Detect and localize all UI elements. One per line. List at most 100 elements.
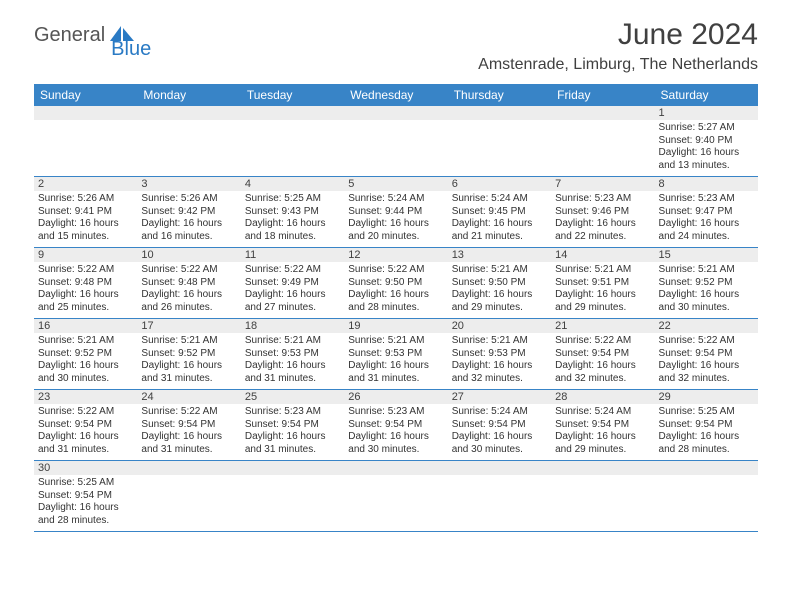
- day-number: 27: [448, 390, 551, 404]
- day-body: Sunrise: 5:21 AMSunset: 9:52 PMDaylight:…: [137, 333, 240, 389]
- week-row: 16Sunrise: 5:21 AMSunset: 9:52 PMDayligh…: [34, 319, 758, 390]
- day-body: Sunrise: 5:22 AMSunset: 9:50 PMDaylight:…: [344, 262, 447, 318]
- day-body: [241, 120, 344, 172]
- day-number: [655, 461, 758, 475]
- calendar-table: SundayMondayTuesdayWednesdayThursdayFrid…: [34, 84, 758, 532]
- day-body: Sunrise: 5:25 AMSunset: 9:43 PMDaylight:…: [241, 191, 344, 247]
- day-cell: [34, 106, 137, 177]
- day-cell: [241, 461, 344, 532]
- day-cell: 10Sunrise: 5:22 AMSunset: 9:48 PMDayligh…: [137, 248, 240, 319]
- day-cell: [344, 461, 447, 532]
- day-body: Sunrise: 5:22 AMSunset: 9:49 PMDaylight:…: [241, 262, 344, 318]
- day-cell: 16Sunrise: 5:21 AMSunset: 9:52 PMDayligh…: [34, 319, 137, 390]
- day-body: Sunrise: 5:22 AMSunset: 9:54 PMDaylight:…: [137, 404, 240, 460]
- day-number: [448, 461, 551, 475]
- logo: General Blue: [34, 24, 177, 47]
- day-body: [137, 475, 240, 527]
- day-number: 22: [655, 319, 758, 333]
- day-number: 11: [241, 248, 344, 262]
- day-body: Sunrise: 5:21 AMSunset: 9:52 PMDaylight:…: [655, 262, 758, 318]
- week-row: 2Sunrise: 5:26 AMSunset: 9:41 PMDaylight…: [34, 177, 758, 248]
- day-number: 7: [551, 177, 654, 191]
- logo-text-blue: Blue: [111, 38, 151, 61]
- dayname-sunday: Sunday: [34, 84, 137, 106]
- day-body: Sunrise: 5:22 AMSunset: 9:54 PMDaylight:…: [34, 404, 137, 460]
- day-body: Sunrise: 5:22 AMSunset: 9:48 PMDaylight:…: [137, 262, 240, 318]
- page-subtitle: Amstenrade, Limburg, The Netherlands: [478, 56, 758, 74]
- day-number: 25: [241, 390, 344, 404]
- day-number: 1: [655, 106, 758, 120]
- day-cell: 1Sunrise: 5:27 AMSunset: 9:40 PMDaylight…: [655, 106, 758, 177]
- day-body: Sunrise: 5:21 AMSunset: 9:52 PMDaylight:…: [34, 333, 137, 389]
- day-body: [137, 120, 240, 172]
- day-cell: 28Sunrise: 5:24 AMSunset: 9:54 PMDayligh…: [551, 390, 654, 461]
- day-cell: [655, 461, 758, 532]
- day-body: Sunrise: 5:22 AMSunset: 9:48 PMDaylight:…: [34, 262, 137, 318]
- day-body: [344, 475, 447, 527]
- day-cell: 19Sunrise: 5:21 AMSunset: 9:53 PMDayligh…: [344, 319, 447, 390]
- day-cell: 24Sunrise: 5:22 AMSunset: 9:54 PMDayligh…: [137, 390, 240, 461]
- day-body: [551, 475, 654, 527]
- day-number: 15: [655, 248, 758, 262]
- week-row: 23Sunrise: 5:22 AMSunset: 9:54 PMDayligh…: [34, 390, 758, 461]
- day-number: [137, 106, 240, 120]
- day-number: 19: [344, 319, 447, 333]
- day-cell: [137, 461, 240, 532]
- dayname-tuesday: Tuesday: [241, 84, 344, 106]
- day-cell: 13Sunrise: 5:21 AMSunset: 9:50 PMDayligh…: [448, 248, 551, 319]
- day-number: 24: [137, 390, 240, 404]
- day-cell: 17Sunrise: 5:21 AMSunset: 9:52 PMDayligh…: [137, 319, 240, 390]
- day-body: Sunrise: 5:25 AMSunset: 9:54 PMDaylight:…: [34, 475, 137, 531]
- day-body: Sunrise: 5:21 AMSunset: 9:53 PMDaylight:…: [448, 333, 551, 389]
- day-cell: [448, 106, 551, 177]
- day-body: Sunrise: 5:24 AMSunset: 9:54 PMDaylight:…: [448, 404, 551, 460]
- day-number: 3: [137, 177, 240, 191]
- day-number: 8: [655, 177, 758, 191]
- day-cell: [551, 461, 654, 532]
- day-body: [344, 120, 447, 172]
- day-cell: 21Sunrise: 5:22 AMSunset: 9:54 PMDayligh…: [551, 319, 654, 390]
- day-number: [551, 106, 654, 120]
- day-cell: 25Sunrise: 5:23 AMSunset: 9:54 PMDayligh…: [241, 390, 344, 461]
- day-cell: [344, 106, 447, 177]
- dayname-wednesday: Wednesday: [344, 84, 447, 106]
- day-body: Sunrise: 5:24 AMSunset: 9:54 PMDaylight:…: [551, 404, 654, 460]
- day-body: Sunrise: 5:21 AMSunset: 9:53 PMDaylight:…: [344, 333, 447, 389]
- day-body: [551, 120, 654, 172]
- day-cell: [137, 106, 240, 177]
- day-number: 28: [551, 390, 654, 404]
- day-number: 16: [34, 319, 137, 333]
- day-number: [34, 106, 137, 120]
- day-body: [448, 475, 551, 527]
- day-body: Sunrise: 5:23 AMSunset: 9:47 PMDaylight:…: [655, 191, 758, 247]
- day-body: Sunrise: 5:22 AMSunset: 9:54 PMDaylight:…: [551, 333, 654, 389]
- header: General Blue June 2024 Amstenrade, Limbu…: [0, 0, 792, 80]
- day-number: 14: [551, 248, 654, 262]
- day-number: 18: [241, 319, 344, 333]
- day-body: Sunrise: 5:25 AMSunset: 9:54 PMDaylight:…: [655, 404, 758, 460]
- day-number: 29: [655, 390, 758, 404]
- day-body: Sunrise: 5:21 AMSunset: 9:50 PMDaylight:…: [448, 262, 551, 318]
- logo-text-general: General: [34, 24, 105, 47]
- day-cell: 23Sunrise: 5:22 AMSunset: 9:54 PMDayligh…: [34, 390, 137, 461]
- day-number: [344, 106, 447, 120]
- day-number: 26: [344, 390, 447, 404]
- dayname-friday: Friday: [551, 84, 654, 106]
- day-body: Sunrise: 5:24 AMSunset: 9:44 PMDaylight:…: [344, 191, 447, 247]
- day-cell: 22Sunrise: 5:22 AMSunset: 9:54 PMDayligh…: [655, 319, 758, 390]
- day-cell: [241, 106, 344, 177]
- day-number: 17: [137, 319, 240, 333]
- week-row: 30Sunrise: 5:25 AMSunset: 9:54 PMDayligh…: [34, 461, 758, 532]
- day-body: Sunrise: 5:22 AMSunset: 9:54 PMDaylight:…: [655, 333, 758, 389]
- day-body: [34, 120, 137, 172]
- week-row: 1Sunrise: 5:27 AMSunset: 9:40 PMDaylight…: [34, 106, 758, 177]
- day-number: [241, 461, 344, 475]
- day-number: [344, 461, 447, 475]
- day-cell: 29Sunrise: 5:25 AMSunset: 9:54 PMDayligh…: [655, 390, 758, 461]
- day-number: 6: [448, 177, 551, 191]
- day-number: 23: [34, 390, 137, 404]
- day-cell: 9Sunrise: 5:22 AMSunset: 9:48 PMDaylight…: [34, 248, 137, 319]
- day-cell: 20Sunrise: 5:21 AMSunset: 9:53 PMDayligh…: [448, 319, 551, 390]
- day-body: Sunrise: 5:24 AMSunset: 9:45 PMDaylight:…: [448, 191, 551, 247]
- dayname-saturday: Saturday: [655, 84, 758, 106]
